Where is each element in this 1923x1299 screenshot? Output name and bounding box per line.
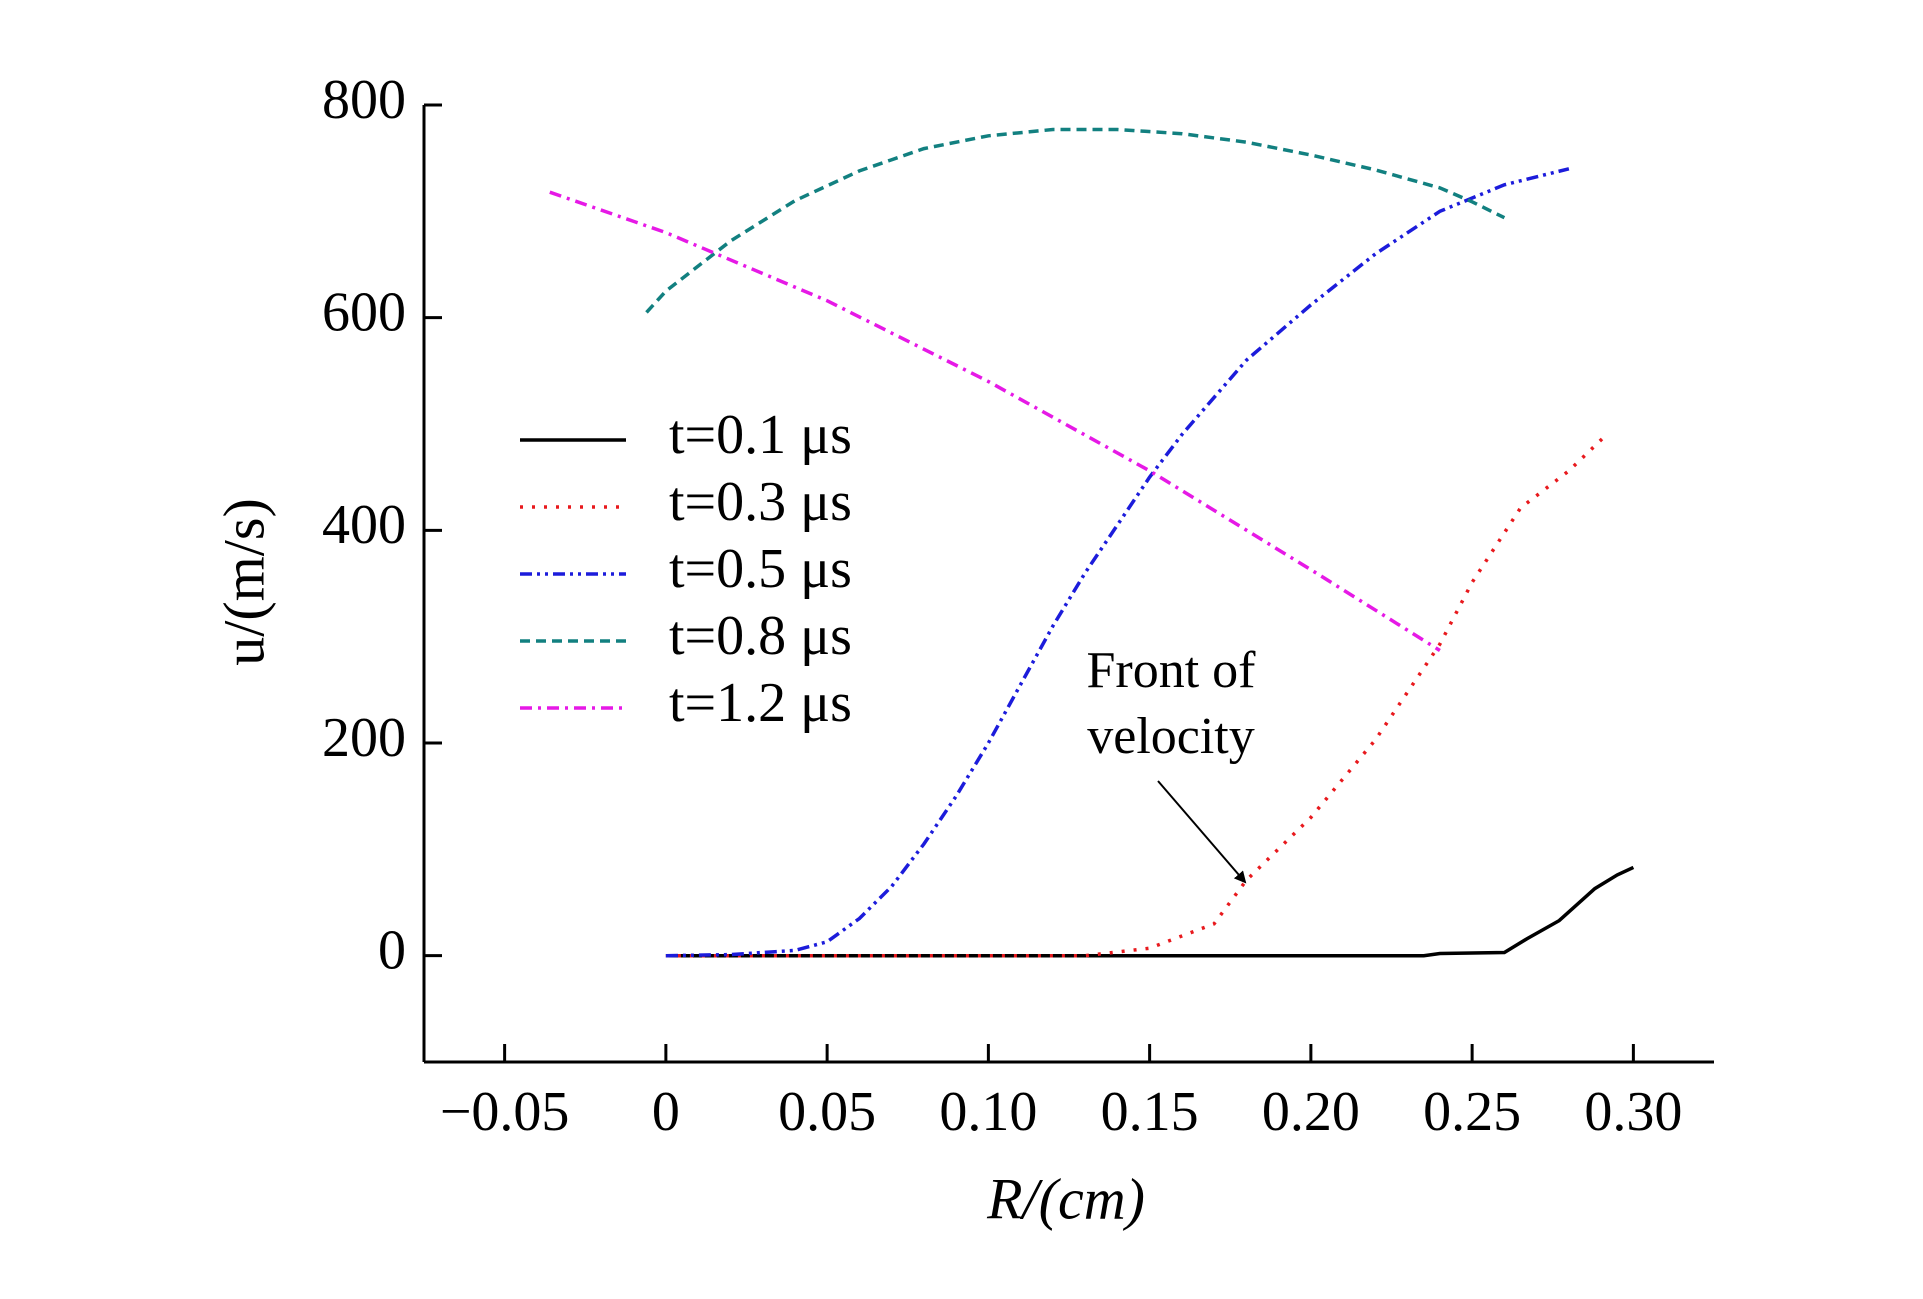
annotation: Front of (1087, 642, 1257, 699)
y-tick-label: 400 (322, 494, 406, 556)
legend-label: t=1.2 μs (669, 672, 852, 734)
legend-label: t=0.5 μs (669, 538, 852, 600)
y-tick-label: 800 (322, 69, 406, 131)
y-tick-label: 600 (322, 282, 406, 344)
legend-label: t=0.1 μs (669, 404, 852, 466)
x-tick-label: 0 (652, 1081, 680, 1143)
x-tick-label: 0.10 (939, 1081, 1037, 1143)
x-tick-label: 0.30 (1584, 1081, 1682, 1143)
legend-label: t=0.3 μs (669, 471, 852, 533)
series-line (645, 127, 1506, 314)
x-tick-label: 0.25 (1423, 1081, 1521, 1143)
series-line (665, 432, 1609, 958)
series-line (665, 167, 1570, 958)
series-line (549, 190, 1441, 652)
x-tick-label: 0.15 (1101, 1081, 1199, 1143)
y-axis-title: u/(m/s) (211, 498, 276, 666)
x-tick-label: −0.05 (440, 1081, 570, 1143)
x-tick-label: 0.20 (1262, 1081, 1360, 1143)
legend-label: t=0.8 μs (669, 605, 852, 667)
annotation: velocity (1087, 708, 1255, 765)
series-line (665, 865, 1635, 958)
x-tick-label: 0.05 (778, 1081, 876, 1143)
x-axis-title: R/(cm) (986, 1166, 1145, 1231)
y-tick-label: 200 (322, 707, 406, 769)
y-tick-label: 0 (378, 920, 406, 982)
annotation-arrow (1157, 780, 1247, 884)
